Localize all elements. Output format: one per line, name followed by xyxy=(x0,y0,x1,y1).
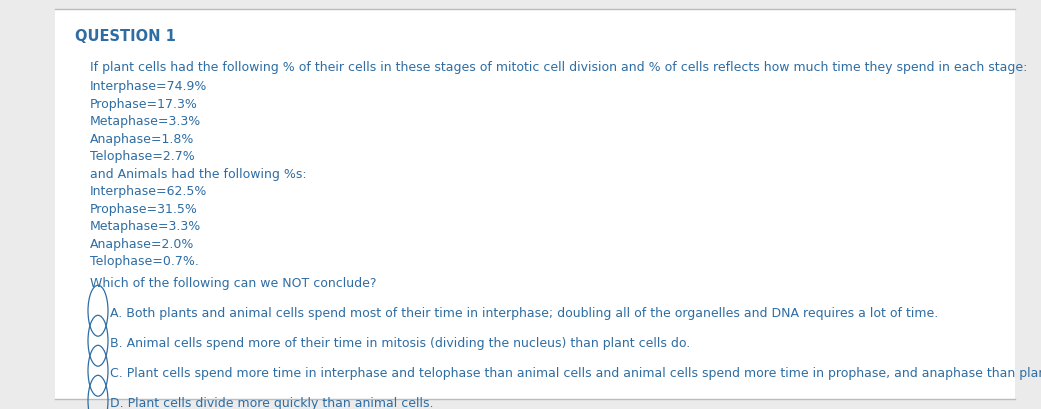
Text: Interphase=74.9%: Interphase=74.9% xyxy=(90,80,207,93)
Text: D. Plant cells divide more quickly than animal cells.: D. Plant cells divide more quickly than … xyxy=(110,397,433,409)
Text: C. Plant cells spend more time in interphase and telophase than animal cells and: C. Plant cells spend more time in interp… xyxy=(110,367,1041,380)
FancyBboxPatch shape xyxy=(55,9,1015,399)
Text: B. Animal cells spend more of their time in mitosis (dividing the nucleus) than : B. Animal cells spend more of their time… xyxy=(110,337,690,350)
Text: Which of the following can we NOT conclude?: Which of the following can we NOT conclu… xyxy=(90,277,377,290)
Text: Prophase=31.5%: Prophase=31.5% xyxy=(90,203,198,216)
Text: A. Both plants and animal cells spend most of their time in interphase; doubling: A. Both plants and animal cells spend mo… xyxy=(110,307,938,320)
Text: Anaphase=2.0%: Anaphase=2.0% xyxy=(90,238,195,251)
Text: If plant cells had the following % of their cells in these stages of mitotic cel: If plant cells had the following % of th… xyxy=(90,61,1027,74)
Text: Metaphase=3.3%: Metaphase=3.3% xyxy=(90,220,201,233)
Text: Telophase=2.7%: Telophase=2.7% xyxy=(90,150,195,163)
Text: Telophase=0.7%.: Telophase=0.7%. xyxy=(90,255,199,268)
Text: QUESTION 1: QUESTION 1 xyxy=(75,29,176,44)
Text: Anaphase=1.8%: Anaphase=1.8% xyxy=(90,133,195,146)
Text: and Animals had the following %s:: and Animals had the following %s: xyxy=(90,168,307,181)
Text: Metaphase=3.3%: Metaphase=3.3% xyxy=(90,115,201,128)
Text: Prophase=17.3%: Prophase=17.3% xyxy=(90,98,198,111)
Text: Interphase=62.5%: Interphase=62.5% xyxy=(90,185,207,198)
